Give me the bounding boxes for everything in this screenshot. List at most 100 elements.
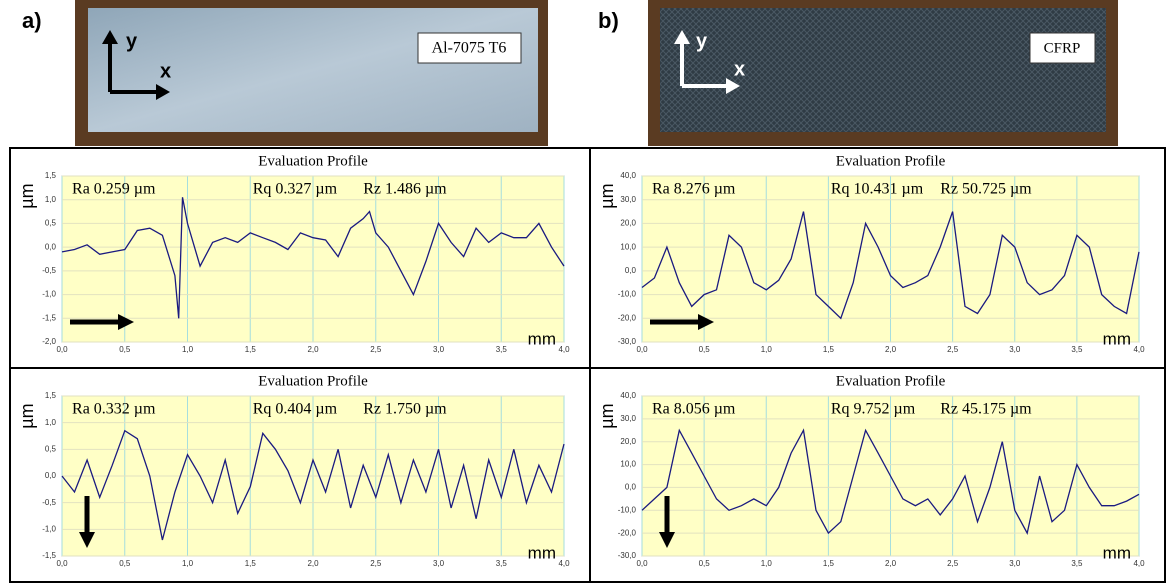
y-tick-label: -1,5 bbox=[42, 313, 56, 322]
x-tick-label: 4,0 bbox=[558, 559, 570, 568]
annotation: Rq 0.404 µm bbox=[253, 401, 338, 418]
x-tick-label: 0,5 bbox=[699, 559, 711, 568]
y-tick-label: 10,0 bbox=[620, 460, 636, 469]
y-tick-label: 40,0 bbox=[620, 171, 636, 180]
y-tick-label: -20,0 bbox=[618, 528, 637, 537]
direction-arrowhead bbox=[79, 532, 95, 548]
x-tick-label: 3,5 bbox=[496, 559, 508, 568]
y-tick-label: -10,0 bbox=[618, 290, 637, 299]
x-tick-label: 1,5 bbox=[245, 345, 257, 354]
y-tick-label: 1,0 bbox=[45, 195, 57, 204]
x-axis-label: mm bbox=[1103, 329, 1131, 348]
y-tick-label: -1,0 bbox=[42, 524, 56, 533]
annotation: Ra 0.259 µm bbox=[72, 181, 156, 198]
chart-title: Evaluation Profile bbox=[258, 373, 368, 389]
x-tick-label: 4,0 bbox=[1133, 345, 1145, 354]
label-box bbox=[1029, 32, 1096, 64]
annotation: Rq 0.327 µm bbox=[253, 181, 338, 198]
y-tick-label: 1,0 bbox=[45, 418, 57, 427]
x-tick-label: 1,0 bbox=[182, 345, 194, 354]
photo-cfrp bbox=[660, 8, 1106, 132]
annotation: Rz 50.725 µm bbox=[940, 181, 1032, 198]
chart-title: Evaluation Profile bbox=[836, 153, 946, 169]
y-tick-label: -1,0 bbox=[42, 290, 56, 299]
annotation: Ra 0.332 µm bbox=[72, 401, 156, 418]
x-tick-label: 2,0 bbox=[885, 559, 897, 568]
profile-line bbox=[61, 197, 565, 319]
x-tick-label: 4,0 bbox=[1133, 559, 1145, 568]
axis-x: x bbox=[734, 58, 745, 80]
annotation: Rz 45.175 µm bbox=[940, 401, 1032, 418]
profile-line bbox=[61, 429, 565, 541]
annotation: Ra 8.276 µm bbox=[652, 181, 736, 198]
x-tick-label: 2,0 bbox=[307, 559, 319, 568]
x-tick-label: 1,0 bbox=[761, 345, 773, 354]
x-tick-label: 3,0 bbox=[1009, 345, 1021, 354]
y-tick-label: -1,5 bbox=[42, 551, 56, 560]
x-tick-label: 1,0 bbox=[182, 559, 194, 568]
photo-arrowheads bbox=[102, 30, 170, 100]
x-tick-label: 3,0 bbox=[1009, 559, 1021, 568]
y-tick-label: -0,5 bbox=[42, 266, 56, 275]
x-tick-label: 0,5 bbox=[119, 559, 131, 568]
y-axis-label: µm bbox=[17, 403, 37, 428]
x-tick-label: 3,5 bbox=[496, 345, 508, 354]
photo-axes bbox=[680, 40, 730, 88]
y-tick-label: 1,5 bbox=[45, 171, 57, 180]
y-tick-label: 10,0 bbox=[620, 242, 636, 251]
y-tick-label: 0,0 bbox=[625, 483, 637, 492]
x-tick-label: 1,5 bbox=[245, 559, 257, 568]
panel-label: b) bbox=[598, 8, 619, 33]
x-tick-label: 3,0 bbox=[433, 345, 445, 354]
x-tick-label: 1,5 bbox=[823, 345, 835, 354]
y-tick-label: 0,0 bbox=[45, 471, 57, 480]
annotation: Ra 8.056 µm bbox=[652, 401, 736, 418]
x-tick-label: 0,5 bbox=[699, 345, 711, 354]
y-tick-label: -10,0 bbox=[618, 505, 637, 514]
y-tick-label: 40,0 bbox=[620, 391, 636, 400]
y-tick-label: 0,5 bbox=[45, 444, 57, 453]
y-tick-label: 0,0 bbox=[45, 242, 57, 251]
annotation: Rz 1.750 µm bbox=[363, 401, 447, 418]
y-tick-label: -2,0 bbox=[42, 337, 56, 346]
direction-arrowhead bbox=[118, 314, 134, 330]
sample-label: Al-7075 T6 bbox=[432, 40, 507, 57]
y-tick-label: -0,5 bbox=[42, 498, 56, 507]
y-tick-label: 1,5 bbox=[45, 391, 57, 400]
x-tick-label: 0,5 bbox=[119, 345, 131, 354]
direction-arrowhead bbox=[698, 314, 714, 330]
annotation: Rz 1.486 µm bbox=[363, 181, 447, 198]
x-axis-label: mm bbox=[528, 543, 556, 562]
photo-axes bbox=[108, 40, 160, 94]
x-tick-label: 1,5 bbox=[823, 559, 835, 568]
x-tick-label: 0,0 bbox=[636, 345, 648, 354]
x-tick-label: 2,5 bbox=[947, 345, 959, 354]
photo-arrowheads bbox=[674, 30, 740, 94]
x-tick-label: 3,0 bbox=[433, 559, 445, 568]
x-tick-label: 3,5 bbox=[1071, 559, 1083, 568]
profile-line bbox=[641, 428, 1140, 535]
y-tick-label: 20,0 bbox=[620, 437, 636, 446]
y-tick-label: 30,0 bbox=[620, 195, 636, 204]
y-tick-label: -20,0 bbox=[618, 313, 637, 322]
y-tick-label: 0,5 bbox=[45, 219, 57, 228]
y-tick-label: 30,0 bbox=[620, 414, 636, 423]
y-axis-label: µm bbox=[597, 183, 617, 208]
x-tick-label: 0,0 bbox=[56, 559, 68, 568]
y-axis-label: µm bbox=[597, 403, 617, 428]
y-tick-label: 20,0 bbox=[620, 219, 636, 228]
x-tick-label: 1,0 bbox=[761, 559, 773, 568]
y-axis-label: µm bbox=[17, 183, 37, 208]
x-axis-label: mm bbox=[1103, 543, 1131, 562]
axis-x: x bbox=[160, 60, 171, 82]
axis-y: y bbox=[126, 30, 138, 52]
direction-arrowhead bbox=[659, 532, 675, 548]
panel-label: a) bbox=[22, 8, 42, 33]
label-box bbox=[417, 32, 522, 64]
annotation: Rq 9.752 µm bbox=[831, 401, 916, 418]
x-tick-label: 2,0 bbox=[885, 345, 897, 354]
y-tick-label: 0,0 bbox=[625, 266, 637, 275]
x-tick-label: 2,0 bbox=[307, 345, 319, 354]
x-tick-label: 0,0 bbox=[56, 345, 68, 354]
profile-line bbox=[641, 211, 1140, 320]
